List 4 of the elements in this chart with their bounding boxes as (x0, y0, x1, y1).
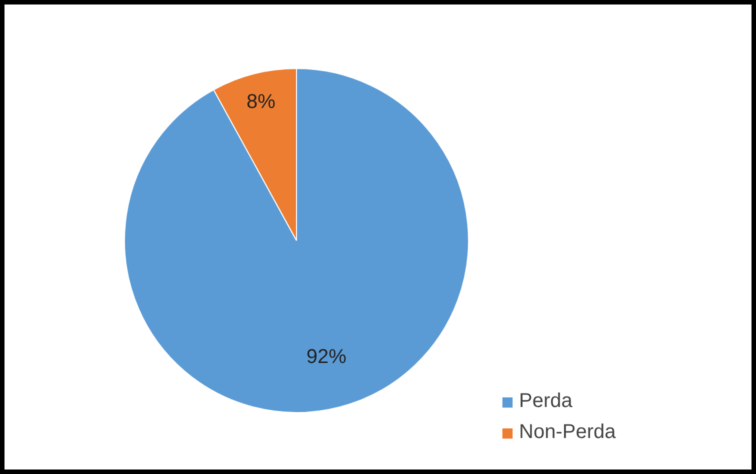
legend-label: Non-Perda (519, 421, 616, 444)
data-label: 8% (246, 91, 276, 114)
data-label: 92% (306, 346, 347, 368)
legend-label: Perda (519, 390, 572, 413)
